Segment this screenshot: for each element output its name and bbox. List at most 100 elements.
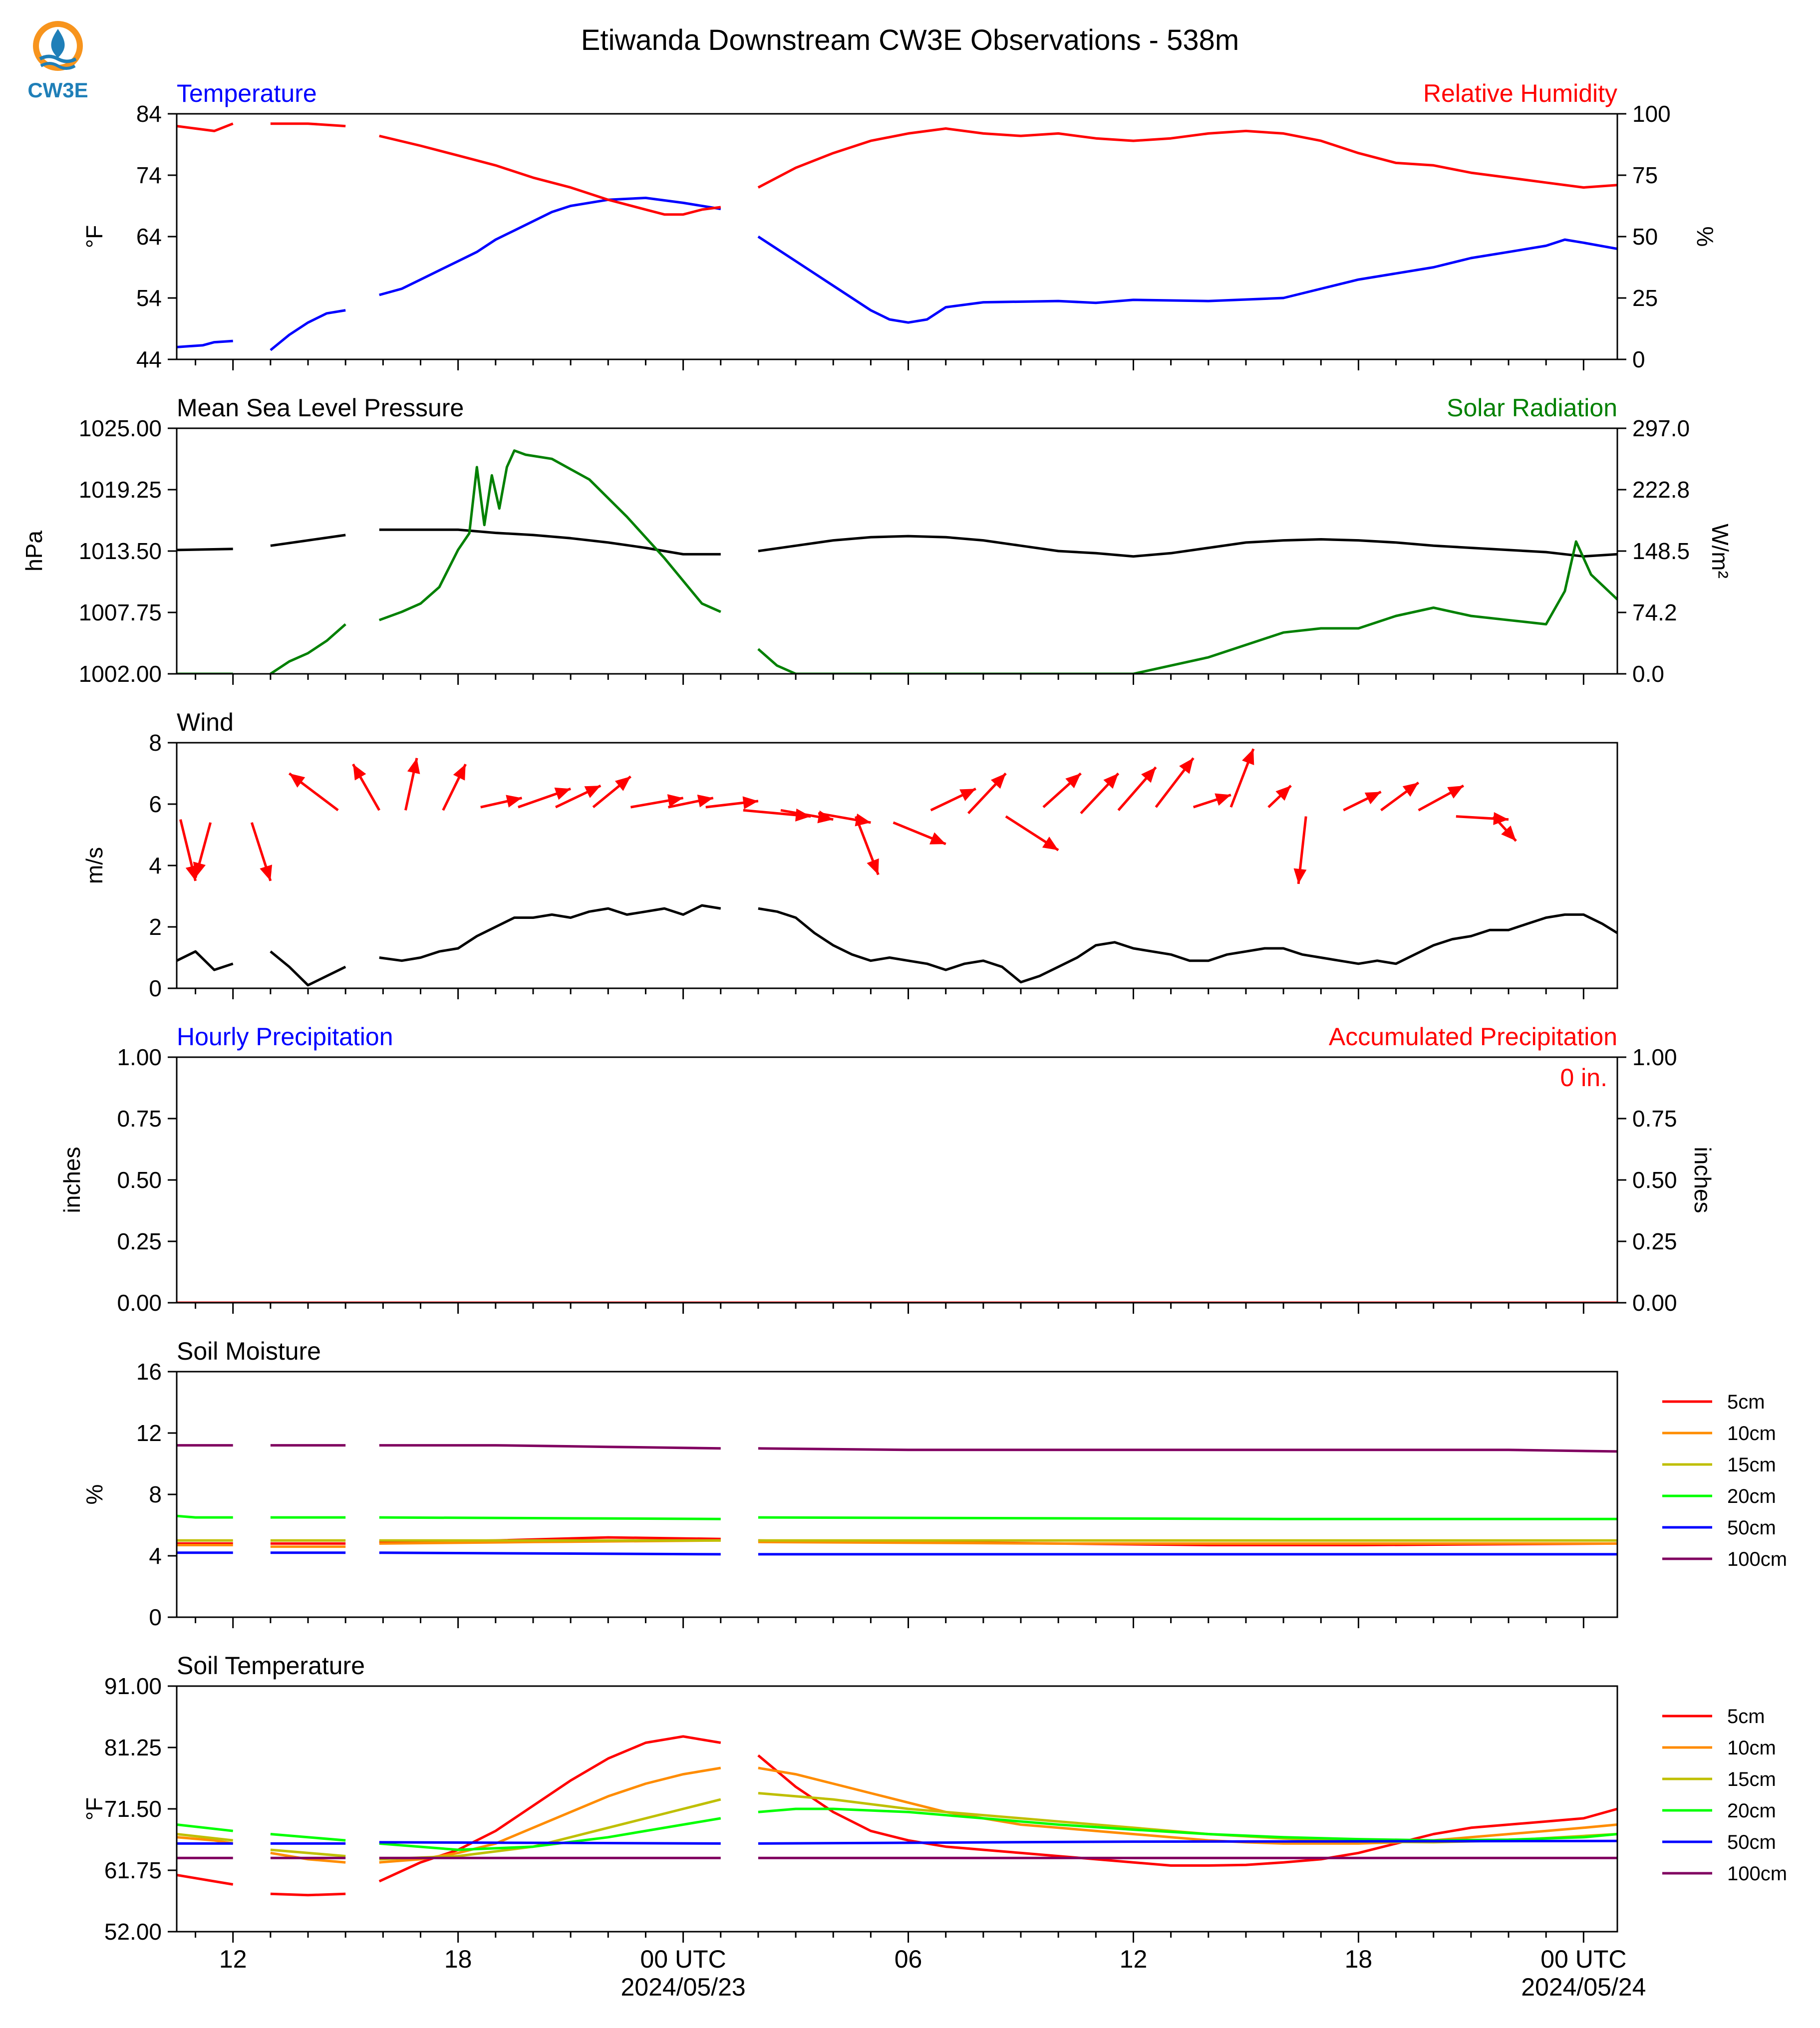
series-line-s1: [177, 122, 1617, 216]
wind-arrow: [1267, 785, 1292, 808]
panel-title-left: Temperature: [177, 79, 317, 107]
y-tick-label: 0.00: [117, 1290, 162, 1316]
y-tick-label: 1025.00: [79, 415, 162, 441]
wind-arrow: [1155, 757, 1195, 808]
y-tick-label: 4: [149, 1543, 162, 1569]
series-line-50cm: [177, 1551, 1617, 1556]
y-tick-label-right: 1.00: [1632, 1044, 1677, 1070]
y-tick-label: 0.50: [117, 1167, 162, 1193]
legend-entry: 20cm: [1662, 1485, 1776, 1507]
legend-label: 15cm: [1727, 1454, 1776, 1476]
legend-label: 20cm: [1727, 1485, 1776, 1507]
panel-frame: [176, 1056, 1618, 1304]
y-tick-label: 1013.50: [79, 538, 162, 564]
x-tick-date-label: 2024/05/23: [620, 1973, 745, 2001]
y-tick-label-right: 25: [1632, 285, 1658, 311]
wind-arrow: [288, 772, 339, 812]
y-axis-label: °F: [81, 225, 107, 249]
y-axis-label: m/s: [81, 847, 107, 884]
wind-arrow: [930, 787, 976, 812]
panel-title-left: Wind: [177, 708, 234, 736]
wind-arrow: [250, 822, 273, 881]
legend-entry: 50cm: [1662, 1517, 1776, 1539]
y-tick-label: 8: [149, 1481, 162, 1507]
legend-entry: 15cm: [1662, 1768, 1776, 1790]
x-tick-label: 12: [1120, 1945, 1148, 1973]
plot-area: [177, 1444, 1617, 1556]
wind-arrow: [1042, 772, 1082, 809]
wind-arrow: [1229, 748, 1255, 808]
y-tick-label-right: 148.5: [1632, 538, 1690, 564]
wind-arrow: [518, 787, 571, 809]
y-tick-label-right: 0.00: [1632, 1290, 1677, 1316]
y-tick-label: 52.00: [104, 1919, 162, 1945]
series-line-5cm: [177, 1735, 1617, 1897]
legend-entry: 5cm: [1662, 1706, 1765, 1728]
series-line-s1: [177, 449, 1617, 674]
x-tick-date-label: 2024/05/24: [1521, 1973, 1646, 2001]
y-axis-label: °F: [81, 1797, 107, 1821]
y-tick-label: 1002.00: [79, 661, 162, 687]
panel-frame: [176, 1685, 1618, 1933]
y-axis-label: %: [81, 1484, 107, 1505]
series-line-10cm: [177, 1766, 1617, 1864]
wind-arrow: [1418, 784, 1465, 812]
cw3e-logo-icon: [33, 21, 83, 71]
legend-entry: 100cm: [1662, 1863, 1787, 1885]
x-tick-label: 06: [895, 1945, 922, 1973]
y-tick-label: 91.00: [104, 1673, 162, 1699]
series-line-s0: [177, 197, 1617, 351]
legend-entry: 100cm: [1662, 1548, 1787, 1570]
wind-arrow: [404, 758, 420, 811]
panels: Temperature Relative Humidity847464544410…: [21, 79, 1787, 2001]
wind-arrow: [1343, 791, 1382, 812]
panel-frame: [176, 1371, 1618, 1618]
legend-label: 5cm: [1727, 1706, 1765, 1728]
legend-entry: 10cm: [1662, 1423, 1776, 1445]
soil-moisture-panel: Soil Moisture 16 12 8 4 0% 5cm 10cm 15cm 20cm 50cm…: [81, 1337, 1787, 1630]
figure-title: Etiwanda Downstream CW3E Observations - …: [581, 24, 1239, 56]
legend-label: 10cm: [1727, 1423, 1776, 1445]
x-tick-label: 18: [1345, 1945, 1373, 1973]
panel-title-right: Accumulated Precipitation: [1329, 1023, 1617, 1051]
legend-label: 50cm: [1727, 1831, 1776, 1853]
y-tick-label-right: 222.8: [1632, 477, 1690, 503]
wind-arrow: [555, 784, 602, 809]
wind-arrow: [893, 821, 946, 846]
wind-arrow: [854, 816, 880, 875]
wind-arrow: [193, 822, 212, 878]
y-axis-label-right: %: [1692, 227, 1718, 247]
wind-arrow: [705, 796, 759, 810]
series-line-50cm: [177, 1839, 1617, 1845]
accumulated-total-label: 0 in.: [1560, 1064, 1607, 1092]
wind-arrow: [668, 794, 714, 809]
legend-label: 5cm: [1727, 1391, 1765, 1413]
panel-frame: [176, 427, 1618, 675]
panel-frame: [176, 742, 1618, 989]
wind-arrow: [1293, 816, 1307, 884]
wind-arrow: [480, 795, 522, 809]
y-tick-label: 64: [136, 224, 162, 250]
y-tick-label: 74: [136, 162, 162, 188]
wind-arrow: [1005, 815, 1059, 852]
series-line-s0: [177, 528, 1617, 558]
wind-arrow: [442, 763, 467, 811]
series-line-20cm: [177, 1514, 1617, 1520]
y-tick-label: 1007.75: [79, 599, 162, 625]
y-tick-label-right: 50: [1632, 224, 1658, 250]
y-axis-label-right: W/m²: [1707, 524, 1733, 579]
y-tick-label: 71.50: [104, 1796, 162, 1822]
x-tick-label: 00 UTC: [1540, 1945, 1626, 1973]
legend-entry: 15cm: [1662, 1454, 1776, 1476]
precip-panel: Hourly Precipitation Accumulated Precipit…: [59, 1023, 1716, 1316]
wind-arrow: [592, 775, 631, 809]
temperature-rh-panel: Temperature Relative Humidity 84 74 64 54 44 10…: [81, 79, 1718, 372]
y-tick-label: 61.75: [104, 1857, 162, 1883]
y-tick-label-right: 297.0: [1632, 415, 1690, 441]
y-tick-label: 8: [149, 730, 162, 756]
y-tick-label: 0: [149, 1604, 162, 1630]
y-axis-label: inches: [59, 1147, 85, 1213]
panel-frame: [176, 113, 1618, 360]
soil-temp-panel: Soil Temperature 91.00 81.25 71.50 61.75 52.0…: [81, 1652, 1787, 1945]
y-tick-label: 0.75: [117, 1106, 162, 1132]
